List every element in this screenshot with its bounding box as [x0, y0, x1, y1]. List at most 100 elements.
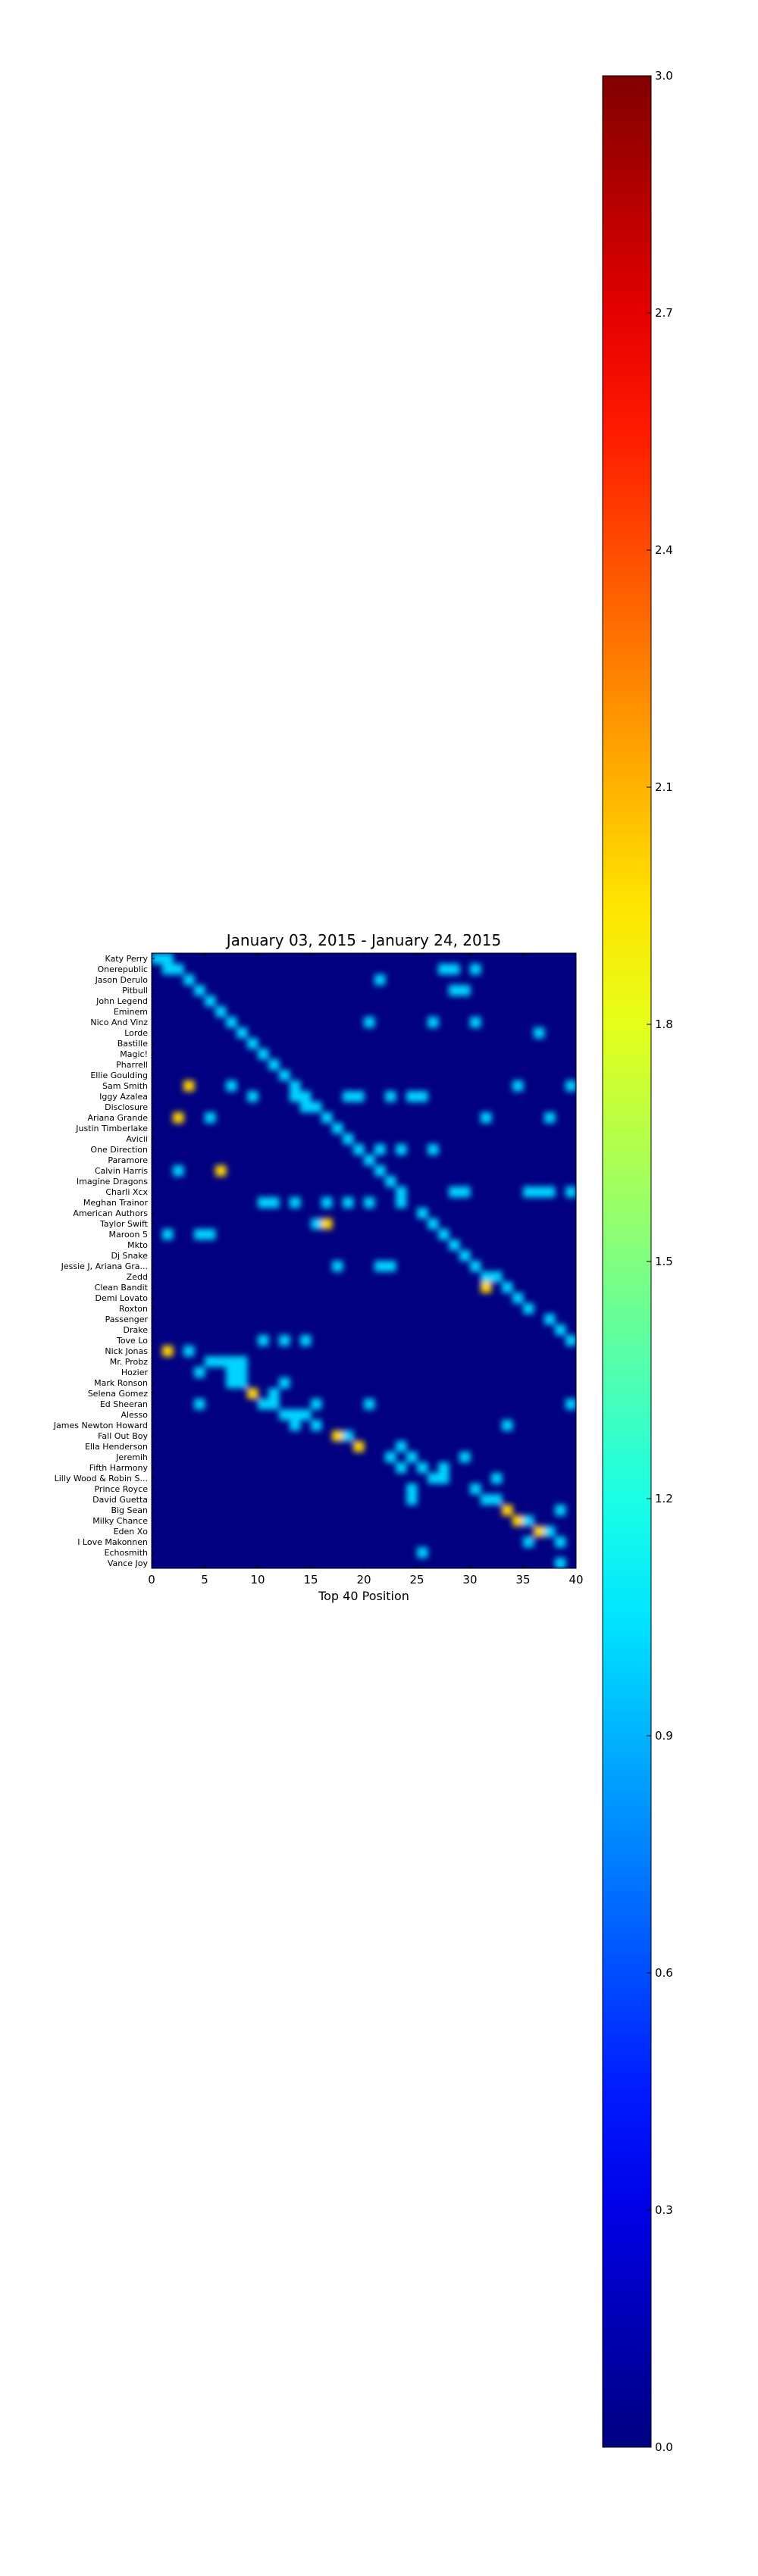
- ytick-label: Milky Chance: [92, 1516, 148, 1526]
- ytick-label: Vance Joy: [108, 1558, 149, 1568]
- ytick-label: American Authors: [73, 1208, 148, 1218]
- ytick-label: Mkto: [127, 1240, 148, 1250]
- ytick-label: Pitbull: [122, 986, 148, 996]
- heatmap-cell: [565, 1335, 576, 1346]
- heatmap-cell: [502, 1420, 513, 1431]
- ytick-label: Passenger: [105, 1315, 149, 1324]
- heatmap-cell: [396, 1186, 407, 1198]
- heatmap-cell: [311, 1399, 322, 1410]
- heatmap-cell: [343, 1197, 354, 1208]
- colorbar-tick-label: 2.7: [655, 306, 673, 320]
- ytick-label: Ellie Goulding: [90, 1071, 148, 1080]
- heatmap-cell: [162, 1229, 174, 1240]
- heatmap-cell: [555, 1505, 566, 1516]
- xtick-label: 30: [462, 1573, 477, 1587]
- heatmap-cell: [183, 974, 195, 986]
- colorbar-tick-label: 0.6: [655, 1966, 673, 1980]
- heatmap-cell: [290, 1420, 301, 1431]
- ytick-label: Demi Lovato: [96, 1293, 149, 1303]
- heatmap-cell: [565, 1399, 576, 1410]
- heatmap-cell: [481, 1494, 492, 1505]
- ytick-label: John Legend: [96, 996, 148, 1006]
- heatmap-cell: [321, 1112, 333, 1124]
- heatmap-cell: [374, 1261, 386, 1272]
- heatmap-cell-group: [152, 953, 576, 1568]
- heatmap-cell: [279, 1335, 290, 1346]
- heatmap-cell: [364, 1155, 375, 1166]
- heatmap-cell: [258, 1049, 269, 1060]
- heatmap-cell: [162, 953, 174, 964]
- heatmap-cell: [353, 1144, 365, 1155]
- x-axis-label: Top 40 Position: [318, 1589, 409, 1603]
- heatmap-cell: [343, 1091, 354, 1102]
- xtick-label: 40: [568, 1573, 583, 1587]
- ytick-label: Jessie J, Ariana Gra...: [61, 1261, 148, 1271]
- heatmap-cell: [236, 1356, 248, 1368]
- heatmap-cell: [491, 1494, 503, 1505]
- heatmap-cell: [162, 1346, 174, 1357]
- ytick-label: Zedd: [127, 1272, 148, 1282]
- heatmap-cell: [470, 1483, 481, 1495]
- ytick-label: Bastille: [117, 1039, 148, 1049]
- ytick-label: Onerepublic: [97, 964, 148, 974]
- heatmap-cell: [364, 1017, 375, 1028]
- heatmap-cell: [544, 1112, 556, 1124]
- heatmap-cell: [183, 1080, 195, 1092]
- heatmap-cell: [226, 1017, 237, 1028]
- heatmap-cell: [300, 1102, 312, 1113]
- xtick-label: 5: [201, 1573, 208, 1587]
- heatmap-cell: [247, 1091, 258, 1102]
- heatmap-cell: [268, 1399, 280, 1410]
- heatmap-cell: [258, 1197, 269, 1208]
- heatmap-cell: [332, 1430, 343, 1442]
- ytick-label: Disclosure: [105, 1102, 148, 1112]
- heatmap-cell: [555, 1324, 566, 1336]
- heatmap-cell: [279, 1409, 290, 1421]
- heatmap-cell: [343, 1430, 354, 1442]
- ytick-label: Pharrell: [116, 1060, 148, 1070]
- heatmap-cell: [523, 1186, 534, 1198]
- heatmap-cell: [173, 1165, 184, 1177]
- heatmap-cell: [268, 1388, 280, 1399]
- heatmap-cell: [449, 1240, 460, 1251]
- heatmap-cell: [428, 1017, 439, 1028]
- ytick-label: Drake: [124, 1325, 149, 1335]
- heatmap-cell: [544, 1186, 556, 1198]
- heatmap-cell: [290, 1409, 301, 1421]
- heatmap-cell: [215, 1356, 227, 1368]
- heatmap-cell: [173, 964, 184, 975]
- ytick-label: Roxton: [119, 1304, 148, 1314]
- heatmap-cell: [565, 1186, 576, 1198]
- heatmap-cell: [226, 1377, 237, 1389]
- heatmap-cell: [247, 1388, 258, 1399]
- ytick-label: Fifth Harmony: [89, 1463, 149, 1473]
- heatmap-cell: [332, 1123, 343, 1134]
- heatmap-cell: [523, 1537, 534, 1548]
- heatmap-cell: [449, 1186, 460, 1198]
- heatmap-cell: [194, 1229, 205, 1240]
- heatmap-cell: [279, 1070, 290, 1081]
- heatmap-cell: [502, 1505, 513, 1516]
- ytick-label: One Direction: [90, 1145, 148, 1155]
- heatmap-cell: [247, 1038, 258, 1049]
- ytick-label: Clean Bandit: [95, 1283, 149, 1293]
- heatmap-cell: [491, 1473, 503, 1484]
- heatmap-cell: [353, 1091, 365, 1102]
- heatmap-cell: [438, 1473, 449, 1484]
- heatmap-cell: [396, 1144, 407, 1155]
- heatmap-cell: [523, 1303, 534, 1315]
- heatmap-cell: [173, 1112, 184, 1124]
- heatmap-cell: [205, 1356, 216, 1368]
- colorbar: [602, 75, 652, 2448]
- ytick-label: Magic!: [120, 1049, 148, 1059]
- heatmap-cell: [428, 1473, 439, 1484]
- colorbar-tick-label: 1.5: [655, 1255, 673, 1268]
- ytick-label: Meghan Trainor: [83, 1198, 149, 1208]
- ytick-label: Avicii: [126, 1134, 148, 1144]
- ytick-label: Charli Xcx: [105, 1187, 148, 1197]
- ytick-label: Eminem: [114, 1007, 148, 1017]
- heatmap-cell: [311, 1218, 322, 1230]
- ytick-label: Calvin Harris: [95, 1166, 148, 1176]
- heatmap-cell: [226, 1080, 237, 1092]
